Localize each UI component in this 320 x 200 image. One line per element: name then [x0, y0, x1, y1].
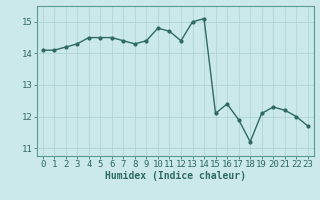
X-axis label: Humidex (Indice chaleur): Humidex (Indice chaleur) [105, 171, 246, 181]
